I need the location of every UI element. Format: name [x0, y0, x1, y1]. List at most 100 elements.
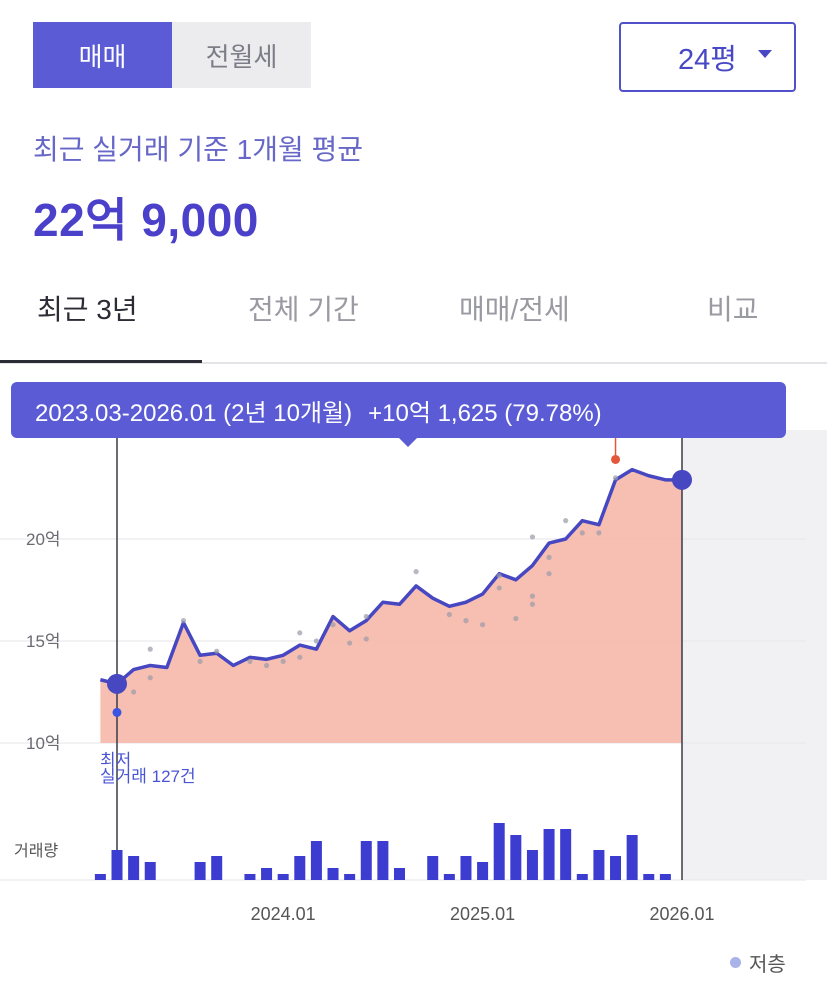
transaction-dot: [529, 534, 536, 540]
volume-bar: [593, 850, 605, 880]
transaction-dot: [579, 530, 585, 536]
legend: 저층: [730, 948, 786, 977]
volume-bar: [659, 874, 671, 880]
transaction-dot: [180, 618, 187, 624]
price-area: [100, 469, 683, 743]
tooltip-arrow: [399, 438, 417, 447]
transaction-dot: [496, 573, 502, 579]
volume-bar: [543, 829, 555, 880]
transaction-dot: [247, 658, 253, 664]
volume-label: 거래량: [14, 842, 58, 860]
transaction-dot: [197, 658, 203, 664]
volume-bar: [394, 868, 405, 880]
transaction-dot: [596, 530, 602, 536]
volume-bar: [576, 874, 588, 880]
deal-option-rent[interactable]: 전월세: [205, 41, 278, 72]
volume-bar: [493, 823, 505, 880]
tab-compare[interactable]: 비교: [707, 294, 759, 325]
x-tick-label: 2025.01: [450, 904, 515, 924]
transaction-dot: [463, 618, 469, 624]
transaction-dot: [546, 571, 552, 577]
volume-bar: [443, 874, 455, 880]
transaction-dot: [147, 675, 153, 681]
tab-sale-jeonse[interactable]: 매매/전세: [459, 294, 570, 325]
volume-bar: [427, 856, 439, 880]
x-tick-label: 2026.01: [649, 904, 714, 924]
transaction-dot: [214, 648, 220, 654]
size-value: 24평: [678, 44, 737, 76]
transaction-dot: [147, 646, 153, 652]
transaction-dot: [363, 613, 369, 620]
transaction-dot: [313, 638, 320, 644]
transaction-dot: [446, 611, 452, 618]
volume-bar: [327, 868, 339, 880]
transaction-dot: [363, 636, 369, 642]
transaction-dot: [263, 662, 270, 669]
transaction-dot: [513, 615, 519, 622]
deal-option-sale[interactable]: 매매: [33, 22, 172, 88]
transaction-dot: [496, 585, 502, 591]
volume-bar: [111, 850, 123, 880]
deal-type-toggle: 매매 전월세: [33, 22, 311, 88]
range-tooltip: 2023.03-2026.01 (2년 10개월) +10억 1,625 (79…: [11, 382, 786, 447]
transaction-dot: [563, 518, 569, 524]
transaction-dot: [347, 640, 353, 646]
size-dropdown[interactable]: 24평: [619, 22, 796, 92]
volume-bar: [310, 841, 322, 880]
y-tick-label: 20억: [26, 530, 61, 549]
price-basis-label: 최근 실거래 기준 1개월 평균: [33, 134, 364, 165]
high-marker-dot: [611, 454, 621, 464]
period-end-dot: [672, 469, 692, 490]
volume-bar: [377, 841, 389, 880]
tooltip-range: 2023.03-2026.01 (2년 10개월): [35, 399, 353, 427]
future-area: [682, 430, 827, 880]
transaction-dot: [413, 569, 419, 575]
volume-bar: [277, 874, 289, 880]
volume-bar: [294, 856, 306, 880]
tab-all-period[interactable]: 전체 기간: [248, 294, 359, 325]
transaction-dot: [546, 554, 552, 560]
tab-recent-3y[interactable]: 최근 3년: [37, 294, 138, 325]
period-tabs: 최근 3년 전체 기간 매매/전세 비교: [0, 280, 827, 364]
volume-bar: [261, 868, 273, 880]
period-start-dot: [107, 673, 127, 694]
transaction-dot: [297, 654, 303, 660]
volume-bar: [610, 856, 622, 880]
volume-bar: [510, 835, 522, 880]
volume-bar: [360, 841, 372, 880]
average-price: 22억 9,000: [33, 194, 259, 246]
transaction-dot: [612, 475, 619, 481]
average-price-line: [99, 467, 682, 686]
volume-bar: [194, 862, 206, 880]
legend-label: 저층: [749, 954, 786, 976]
transaction-dot: [330, 622, 336, 628]
transaction-dot: [529, 601, 536, 607]
volume-bar: [477, 862, 489, 880]
caret-down-icon: [758, 50, 772, 58]
volume-bar: [211, 856, 223, 880]
x-tick-label: 2024.01: [251, 904, 316, 924]
volume-bar: [244, 874, 256, 880]
volume-bar: [94, 874, 106, 880]
y-tick-label: 15억: [26, 632, 61, 651]
active-tab-indicator: [0, 360, 202, 363]
volume-bar: [643, 874, 655, 880]
transaction-dot: [529, 593, 536, 599]
volume-bar: [626, 835, 638, 880]
legend-swatch: [730, 957, 741, 968]
transaction-dot: [297, 630, 303, 636]
volume-bar: [526, 850, 538, 880]
volume-bar: [560, 829, 572, 880]
tooltip-change: +10억 1,625 (79.78%): [368, 399, 602, 427]
transaction-dot: [479, 622, 486, 628]
volume-bar: [128, 856, 140, 880]
y-tick-label: 10억: [26, 734, 61, 753]
volume-bar: [144, 862, 156, 880]
low-marker-dot: [112, 707, 122, 717]
transaction-dot: [131, 689, 137, 695]
transaction-dot: [280, 658, 286, 664]
low-label: 최저: [100, 751, 131, 770]
transaction-count-label: 실거래 127건: [100, 767, 196, 786]
volume-bar: [460, 856, 472, 880]
